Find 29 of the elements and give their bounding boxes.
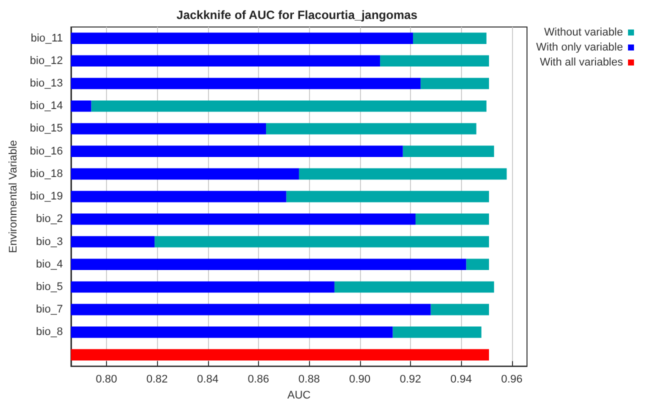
legend-label: Without variable xyxy=(544,26,623,38)
x-tick-label: 0.94 xyxy=(450,374,472,386)
y-tick-label: bio_14 xyxy=(30,100,63,112)
y-tick-label: bio_3 xyxy=(36,236,63,248)
x-tick-label: 0.90 xyxy=(349,374,370,386)
x-tick-label: 0.92 xyxy=(400,374,422,386)
y-tick-label: bio_5 xyxy=(36,280,63,293)
y-tick-label: bio_8 xyxy=(36,326,63,338)
y-tick-label: bio_4 xyxy=(36,258,63,270)
x-tick-label: 0.86 xyxy=(248,374,270,386)
chart-title: Jackknife of AUC for Flacourtia_jangomas xyxy=(176,8,418,22)
y-tick-label: bio_16 xyxy=(30,145,63,158)
y-axis-title: Environmental Variable xyxy=(8,140,20,254)
x-tick-label: 0.84 xyxy=(197,374,218,386)
x-tick-label: 0.96 xyxy=(501,374,523,386)
y-tick-label: bio_15 xyxy=(30,122,63,135)
x-tick-label: 0.80 xyxy=(96,374,118,386)
legend-label: With all variables xyxy=(540,56,624,68)
y-tick-label: bio_18 xyxy=(30,168,63,180)
y-tick-label: bio_11 xyxy=(30,32,63,44)
y-tick-label: bio_7 xyxy=(36,304,63,316)
y-tick-label: bio_19 xyxy=(30,190,63,203)
y-tick-label: bio_12 xyxy=(30,54,63,67)
y-tick-label: bio_13 xyxy=(30,78,63,90)
legend-label: With only variable xyxy=(536,42,623,54)
x-axis-title: AUC xyxy=(287,390,311,402)
x-tick-label: 0.88 xyxy=(298,374,320,386)
x-tick-label: 0.82 xyxy=(146,374,168,386)
y-tick-label: bio_2 xyxy=(36,213,63,226)
